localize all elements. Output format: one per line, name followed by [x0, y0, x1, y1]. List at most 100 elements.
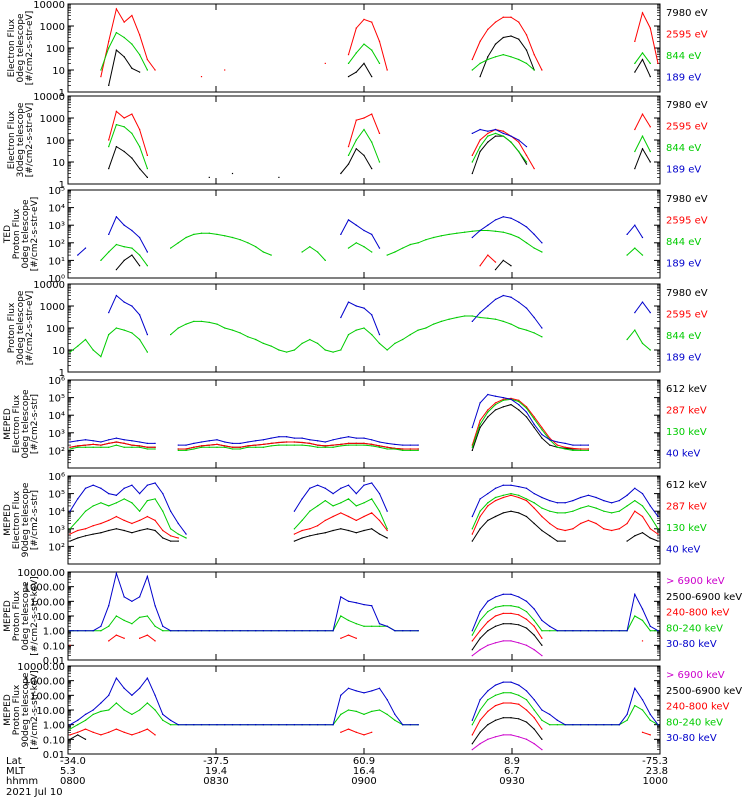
- data-point: [309, 724, 311, 726]
- data-point: [216, 630, 218, 632]
- data-point: [177, 449, 179, 451]
- data-point: [641, 342, 644, 344]
- data-point: [77, 724, 79, 726]
- legend-entry: 844 eV: [666, 51, 701, 62]
- data-point: [549, 522, 551, 525]
- data-point: [363, 43, 365, 45]
- data-point: [425, 327, 427, 329]
- series-line: [69, 398, 589, 451]
- data-point: [100, 446, 102, 448]
- data-point: [649, 349, 651, 351]
- data-point: [162, 493, 164, 495]
- legend-entry: 844 eV: [666, 237, 701, 248]
- data-point: [378, 40, 381, 42]
- panel-frame: [67, 571, 661, 661]
- data-point: [200, 441, 203, 443]
- data-point: [440, 320, 442, 322]
- data-point: [69, 738, 71, 740]
- series-line: [471, 640, 543, 656]
- data-point: [146, 176, 148, 178]
- data-point: [108, 334, 110, 336]
- data-point: [518, 38, 520, 40]
- data-point: [146, 334, 148, 336]
- data-point: [494, 128, 497, 131]
- y-tick-label: 1: [59, 180, 65, 191]
- data-point: [115, 528, 117, 530]
- data-point: [371, 439, 373, 441]
- y-axis-label-line: [#/cm2-s-str-keV]: [30, 576, 40, 655]
- data-point: [634, 150, 636, 153]
- data-point: [154, 69, 156, 71]
- data-point: [471, 446, 473, 448]
- data-point: [69, 441, 71, 443]
- data-point: [108, 519, 110, 521]
- data-point: [355, 442, 357, 444]
- data-point: [340, 437, 342, 439]
- data-point: [84, 338, 87, 341]
- data-point: [340, 172, 342, 175]
- data-point: [634, 128, 636, 131]
- data-point: [494, 625, 497, 627]
- data-point: [471, 734, 473, 736]
- data-point: [502, 216, 504, 218]
- data-point: [510, 681, 512, 683]
- data-point: [525, 721, 528, 723]
- data-point: [131, 229, 133, 232]
- y-axis-label-line: Electron Flux: [12, 394, 22, 453]
- data-point: [417, 329, 419, 331]
- data-point: [595, 507, 597, 509]
- data-point: [417, 242, 419, 244]
- data-point: [115, 677, 117, 679]
- data-point: [131, 502, 133, 504]
- data-point: [216, 323, 218, 325]
- data-point: [502, 512, 504, 514]
- data-point: [649, 505, 651, 507]
- data-point: [487, 519, 489, 521]
- legend-entry: 7980 eV: [666, 8, 708, 19]
- data-point: [525, 611, 528, 613]
- data-point: [262, 443, 264, 445]
- data-point: [386, 625, 388, 627]
- data-point: [92, 731, 94, 733]
- data-point: [518, 694, 520, 696]
- data-point: [355, 637, 357, 639]
- data-point: [363, 246, 365, 248]
- data-point: [525, 618, 528, 620]
- data-point: [634, 71, 636, 73]
- data-point: [92, 446, 94, 448]
- data-point: [131, 522, 133, 525]
- data-point: [115, 615, 117, 617]
- data-point: [162, 625, 164, 627]
- data-point: [626, 540, 628, 542]
- data-point: [139, 445, 141, 447]
- data-point: [84, 444, 87, 446]
- data-point: [77, 446, 79, 448]
- data-point: [533, 69, 535, 71]
- data-point: [487, 135, 489, 137]
- data-point: [301, 437, 303, 439]
- data-point: [564, 540, 566, 542]
- data-point: [502, 397, 504, 399]
- data-point: [518, 21, 520, 23]
- data-point: [448, 318, 450, 320]
- data-point: [541, 728, 543, 730]
- data-point: [471, 69, 473, 71]
- data-point: [208, 232, 210, 234]
- data-point: [115, 441, 117, 443]
- data-point: [193, 442, 195, 444]
- data-point: [347, 62, 350, 64]
- data-point: [123, 446, 125, 448]
- data-point: [525, 738, 528, 740]
- series-line: [69, 482, 659, 535]
- data-point: [115, 124, 117, 126]
- data-point: [510, 493, 512, 495]
- data-point: [487, 130, 489, 132]
- footer-row-label: hhmm: [6, 776, 38, 787]
- data-point: [549, 713, 551, 715]
- data-point: [386, 69, 388, 71]
- data-point: [84, 439, 87, 441]
- data-point: [139, 616, 141, 618]
- y-tick-label: 10³: [48, 429, 65, 440]
- data-point: [641, 12, 644, 14]
- data-point: [533, 54, 535, 56]
